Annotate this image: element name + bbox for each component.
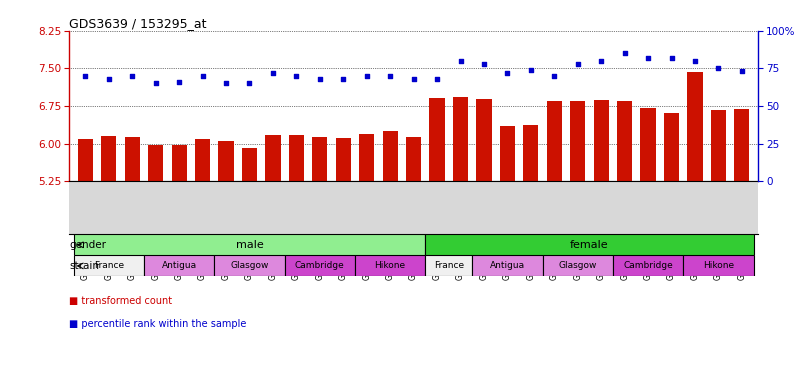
Point <box>501 70 514 76</box>
Point <box>290 73 303 79</box>
Bar <box>734 109 749 182</box>
Bar <box>425 234 753 255</box>
Bar <box>242 148 257 182</box>
Bar <box>641 108 656 182</box>
Text: ■ transformed count: ■ transformed count <box>69 296 172 306</box>
Bar <box>613 255 683 276</box>
Text: female: female <box>570 240 609 250</box>
Bar <box>359 134 375 182</box>
Point <box>196 73 209 79</box>
Text: France: France <box>434 262 464 270</box>
Bar <box>710 109 726 182</box>
Point <box>478 61 491 67</box>
Bar <box>570 101 586 182</box>
Bar <box>453 97 468 182</box>
Point <box>173 79 186 85</box>
Bar <box>312 137 328 182</box>
Bar <box>78 139 93 182</box>
Bar <box>523 125 539 182</box>
Bar <box>683 255 753 276</box>
Point <box>337 76 350 82</box>
Point <box>313 76 326 82</box>
Point <box>243 80 256 86</box>
Text: Antigua: Antigua <box>490 262 525 270</box>
Bar <box>125 137 139 182</box>
Bar <box>594 99 609 182</box>
Text: ■ percentile rank within the sample: ■ percentile rank within the sample <box>69 319 247 329</box>
Text: Glasgow: Glasgow <box>559 262 597 270</box>
Bar <box>195 139 210 182</box>
Bar <box>430 98 444 182</box>
Text: GDS3639 / 153295_at: GDS3639 / 153295_at <box>69 17 207 30</box>
Text: Glasgow: Glasgow <box>230 262 268 270</box>
Bar <box>285 255 355 276</box>
Text: strain: strain <box>70 261 100 271</box>
Bar <box>688 73 702 182</box>
Point <box>454 58 467 64</box>
Bar <box>289 135 304 182</box>
Point <box>149 80 162 86</box>
Bar <box>406 137 421 182</box>
Point <box>571 61 584 67</box>
Point <box>79 73 92 79</box>
Text: Hikone: Hikone <box>375 262 406 270</box>
Bar <box>171 145 187 182</box>
Bar <box>74 255 144 276</box>
Point <box>736 68 749 74</box>
Point <box>384 73 397 79</box>
Bar <box>218 141 234 182</box>
Point <box>642 55 654 61</box>
Bar <box>425 255 472 276</box>
Text: France: France <box>94 262 124 270</box>
Bar <box>355 255 425 276</box>
Bar <box>214 255 285 276</box>
Text: Hikone: Hikone <box>703 262 734 270</box>
Point <box>525 67 538 73</box>
Point <box>689 58 702 64</box>
Bar <box>144 255 214 276</box>
Point <box>431 76 444 82</box>
Point <box>267 70 280 76</box>
Bar <box>617 101 633 182</box>
Point <box>102 76 115 82</box>
Point <box>360 73 373 79</box>
Bar <box>383 131 397 182</box>
Bar <box>336 138 351 182</box>
Bar <box>543 255 613 276</box>
Point <box>594 58 607 64</box>
Bar <box>547 101 562 182</box>
Point <box>220 80 233 86</box>
Bar <box>265 135 281 182</box>
Text: Cambridge: Cambridge <box>623 262 673 270</box>
Point <box>712 65 725 71</box>
Point <box>407 76 420 82</box>
Point <box>665 55 678 61</box>
Text: Cambridge: Cambridge <box>295 262 345 270</box>
Point <box>618 50 631 56</box>
Bar <box>500 126 515 182</box>
Bar <box>664 113 679 182</box>
Bar <box>74 234 425 255</box>
Bar <box>148 145 163 182</box>
Text: male: male <box>236 240 264 250</box>
Bar <box>476 99 491 182</box>
Text: gender: gender <box>70 240 106 250</box>
Text: Antigua: Antigua <box>161 262 197 270</box>
Point <box>126 73 139 79</box>
Bar <box>472 255 543 276</box>
Point <box>547 73 560 79</box>
Bar <box>101 136 117 182</box>
